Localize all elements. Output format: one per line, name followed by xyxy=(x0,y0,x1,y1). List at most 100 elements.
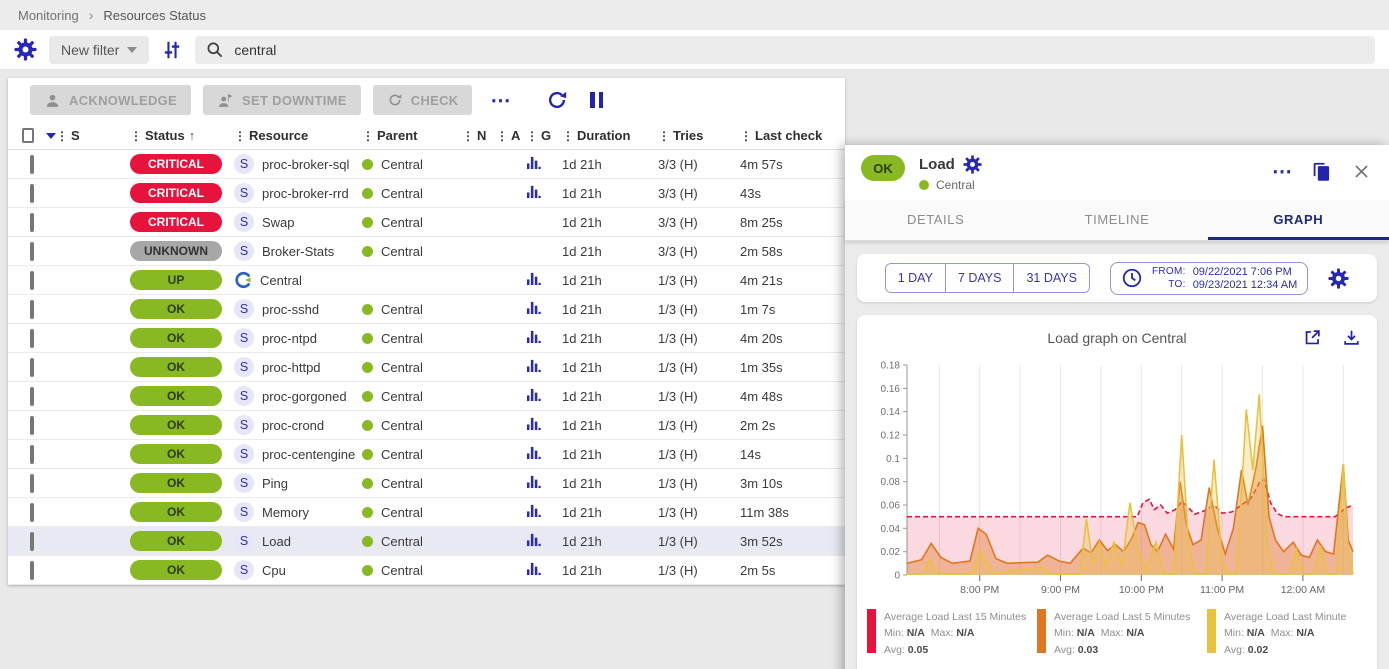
parent-name[interactable]: Central xyxy=(381,388,423,404)
graph-icon[interactable] xyxy=(526,274,541,289)
graph-icon[interactable] xyxy=(526,361,541,376)
export-graph-icon[interactable] xyxy=(1340,326,1363,349)
parent-name[interactable]: Central xyxy=(381,417,423,433)
graph-settings-gear-icon[interactable] xyxy=(1328,268,1349,289)
resource-name[interactable]: Load xyxy=(262,533,291,549)
table-row[interactable]: OK S proc-centengine Central 1d 21h 1/3 … xyxy=(8,440,845,469)
table-row[interactable]: CRITICAL S proc-broker-rrd Central 1d 21… xyxy=(8,179,845,208)
row-checkbox[interactable] xyxy=(30,270,34,290)
parent-name[interactable]: Central xyxy=(381,185,423,201)
resource-settings-gear-icon[interactable] xyxy=(963,155,982,174)
row-checkbox[interactable] xyxy=(30,183,34,203)
graph-icon[interactable] xyxy=(526,390,541,405)
graph-icon[interactable] xyxy=(526,419,541,434)
col-parent[interactable]: ⋮ Parent xyxy=(362,128,418,143)
col-graph[interactable]: ⋮ G xyxy=(526,128,552,143)
parent-name[interactable]: Central xyxy=(381,446,423,462)
tab-timeline[interactable]: TIMELINE xyxy=(1026,200,1207,240)
row-checkbox[interactable] xyxy=(30,299,34,319)
table-row[interactable]: OK S proc-sshd Central 1d 21h 1/3 (H) 1m… xyxy=(8,295,845,324)
refresh-button[interactable] xyxy=(544,87,570,113)
parent-name[interactable]: Central xyxy=(381,243,423,259)
col-status[interactable]: ⋮ Status ↑ xyxy=(130,128,196,143)
range-button-1-day[interactable]: 1 DAY xyxy=(885,264,946,292)
table-row[interactable]: OK S Ping Central 1d 21h 1/3 (H) 3m 10s xyxy=(8,469,845,498)
graph-icon[interactable] xyxy=(526,564,541,579)
tab-graph[interactable]: GRAPH xyxy=(1207,200,1389,240)
row-checkbox[interactable] xyxy=(30,154,34,174)
table-row[interactable]: OK S proc-httpd Central 1d 21h 1/3 (H) 1… xyxy=(8,353,845,382)
resource-name[interactable]: Memory xyxy=(262,504,309,520)
resource-name[interactable]: Central xyxy=(260,272,302,288)
parent-name[interactable]: Central xyxy=(381,533,423,549)
resource-name[interactable]: Swap xyxy=(262,214,295,230)
row-checkbox[interactable] xyxy=(30,386,34,406)
graph-icon[interactable] xyxy=(526,303,541,318)
graph-icon[interactable] xyxy=(526,158,541,173)
graph-icon[interactable] xyxy=(526,506,541,521)
resource-name[interactable]: proc-httpd xyxy=(262,359,321,375)
table-row[interactable]: OK S Load Central 1d 21h 1/3 (H) 3m 52s xyxy=(8,527,845,556)
parent-name[interactable]: Central xyxy=(381,301,423,317)
resource-name[interactable]: Cpu xyxy=(262,562,286,578)
table-row[interactable]: OK S proc-ntpd Central 1d 21h 1/3 (H) 4m… xyxy=(8,324,845,353)
parent-name[interactable]: Central xyxy=(381,214,423,230)
table-row[interactable]: CRITICAL S Swap Central 1d 21h 3/3 (H) 8… xyxy=(8,208,845,237)
legend-item[interactable]: Average Load Last 5 Minutes Min: N/A Max:… xyxy=(1037,609,1197,658)
graph-icon[interactable] xyxy=(526,332,541,347)
resource-name[interactable]: Broker-Stats xyxy=(262,243,335,259)
copy-link-icon[interactable] xyxy=(1310,160,1334,184)
legend-item[interactable]: Average Load Last Minute Min: N/A Max: N/… xyxy=(1207,609,1367,658)
col-last-check[interactable]: ⋮ Last check xyxy=(740,128,823,143)
row-checkbox[interactable] xyxy=(30,212,34,232)
set-downtime-button[interactable]: SET DOWNTIME xyxy=(203,85,361,115)
col-tries[interactable]: ⋮ Tries xyxy=(658,128,704,143)
parent-name[interactable]: Central xyxy=(381,330,423,346)
panel-more-button[interactable]: ⋯ xyxy=(1272,161,1294,183)
close-panel-icon[interactable] xyxy=(1350,160,1373,183)
resource-name[interactable]: proc-broker-sql xyxy=(262,156,350,172)
tab-details[interactable]: DETAILS xyxy=(845,200,1026,240)
resource-name[interactable]: proc-broker-rrd xyxy=(262,185,349,201)
table-row[interactable]: UP Central 1d 21h 1/3 (H) 4m 21s xyxy=(8,266,845,295)
acknowledge-button[interactable]: ACKNOWLEDGE xyxy=(30,85,192,115)
resource-name[interactable]: proc-gorgoned xyxy=(262,388,347,404)
row-checkbox[interactable] xyxy=(30,415,34,435)
graph-icon[interactable] xyxy=(526,448,541,463)
custom-time-range[interactable]: FROM: 09/22/2021 7:06 PM TO: 09/23/2021 … xyxy=(1109,261,1309,295)
row-checkbox[interactable] xyxy=(30,241,34,261)
row-checkbox[interactable] xyxy=(30,444,34,464)
row-checkbox[interactable] xyxy=(30,357,34,377)
search-field[interactable] xyxy=(195,35,1375,64)
new-filter-dropdown[interactable]: New filter xyxy=(49,35,150,64)
row-checkbox[interactable] xyxy=(30,531,34,551)
breadcrumb-monitoring[interactable]: Monitoring xyxy=(18,7,79,23)
table-row[interactable]: OK S Memory Central 1d 21h 1/3 (H) 11m 3… xyxy=(8,498,845,527)
col-resource[interactable]: ⋮ Resource xyxy=(234,128,309,143)
table-row[interactable]: CRITICAL S proc-broker-sql Central 1d 21… xyxy=(8,150,845,179)
graph-icon[interactable] xyxy=(526,535,541,550)
select-all-checkbox[interactable] xyxy=(22,128,34,143)
range-button-31-days[interactable]: 31 DAYS xyxy=(1014,264,1089,292)
graph-icon[interactable] xyxy=(526,477,541,492)
col-notes[interactable]: ⋮ N xyxy=(462,128,487,143)
parent-name[interactable]: Central xyxy=(381,562,423,578)
col-action[interactable]: ⋮ A xyxy=(496,128,521,143)
parent-name[interactable]: Central xyxy=(381,156,423,172)
row-checkbox[interactable] xyxy=(30,328,34,348)
table-row[interactable]: OK S proc-gorgoned Central 1d 21h 1/3 (H… xyxy=(8,382,845,411)
select-all-dropdown-icon[interactable] xyxy=(46,132,56,139)
check-button[interactable]: CHECK xyxy=(372,85,473,115)
col-duration[interactable]: ⋮ Duration xyxy=(562,128,631,143)
col-severity[interactable]: ⋮ S xyxy=(56,128,80,143)
sort-asc-icon[interactable]: ↑ xyxy=(188,128,196,143)
range-button-7-days[interactable]: 7 DAYS xyxy=(945,264,1015,292)
table-row[interactable]: OK S Cpu Central 1d 21h 1/3 (H) 2m 5s xyxy=(8,556,845,585)
parent-name[interactable]: Central xyxy=(381,359,423,375)
resource-name[interactable]: proc-crond xyxy=(262,417,325,433)
tune-filters-icon[interactable] xyxy=(161,39,183,61)
search-input[interactable] xyxy=(234,41,1365,58)
resource-name[interactable]: proc-ntpd xyxy=(262,330,317,346)
resource-name[interactable]: proc-sshd xyxy=(262,301,320,317)
parent-name[interactable]: Central xyxy=(381,504,423,520)
